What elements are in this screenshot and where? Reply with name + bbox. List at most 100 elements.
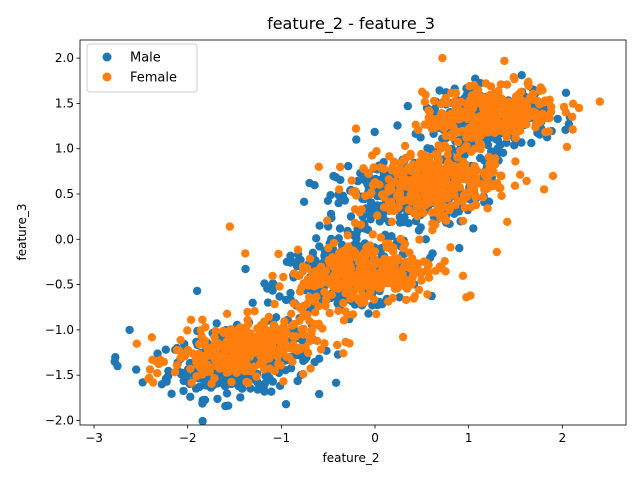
- legend-box: [86, 43, 198, 93]
- data-point: [323, 196, 333, 205]
- data-point: [427, 124, 436, 133]
- data-point: [219, 326, 228, 336]
- data-point: [200, 395, 210, 405]
- data-point: [297, 325, 306, 334]
- data-point: [286, 258, 295, 267]
- data-point: [490, 160, 500, 169]
- data-point: [479, 123, 488, 133]
- data-point: [316, 273, 325, 283]
- data-point: [213, 394, 222, 404]
- data-point: [404, 219, 413, 228]
- data-point: [259, 319, 269, 328]
- data-point: [281, 295, 291, 305]
- data-point: [239, 356, 248, 366]
- data-point: [235, 324, 244, 334]
- data-point: [476, 179, 486, 188]
- data-point: [453, 137, 463, 147]
- data-point: [315, 221, 324, 230]
- data-point: [315, 389, 324, 399]
- data-point: [376, 233, 385, 242]
- data-point: [464, 176, 473, 186]
- legend: Male Female: [86, 43, 198, 93]
- data-point: [423, 166, 432, 175]
- data-point: [253, 385, 262, 394]
- data-point: [297, 283, 306, 292]
- data-point: [314, 162, 323, 171]
- data-point: [303, 275, 312, 284]
- data-point: [197, 332, 206, 341]
- data-point: [510, 181, 520, 190]
- data-point: [517, 71, 526, 80]
- data-point: [360, 298, 369, 307]
- data-point: [478, 193, 488, 202]
- data-point: [334, 198, 343, 208]
- data-point: [313, 336, 322, 346]
- data-point: [310, 319, 319, 329]
- data-point: [496, 80, 505, 89]
- data-point: [125, 325, 134, 335]
- data-point: [474, 137, 484, 146]
- data-point: [351, 187, 360, 196]
- data-point: [153, 369, 162, 378]
- data-point: [370, 127, 379, 137]
- data-point: [547, 102, 556, 112]
- data-point: [334, 306, 343, 315]
- data-point: [384, 198, 394, 208]
- data-point: [275, 282, 284, 291]
- data-point: [496, 171, 505, 180]
- y-tick-label: 1.5: [55, 96, 74, 110]
- data-point: [222, 309, 232, 318]
- data-point: [275, 337, 285, 346]
- data-point: [494, 119, 503, 129]
- data-point: [164, 371, 173, 381]
- data-point: [312, 234, 321, 243]
- data-point: [350, 218, 360, 228]
- data-point: [398, 171, 407, 180]
- data-point: [268, 279, 277, 288]
- data-point: [192, 286, 202, 296]
- data-point: [260, 279, 269, 288]
- data-point: [215, 364, 224, 373]
- data-point: [312, 292, 321, 301]
- y-tick-label: 0.0: [55, 232, 74, 246]
- data-point: [243, 315, 252, 325]
- data-point: [406, 197, 416, 206]
- data-point: [483, 204, 492, 213]
- data-point: [449, 171, 458, 181]
- data-point: [424, 273, 434, 282]
- data-point: [132, 339, 141, 348]
- data-point: [326, 209, 336, 219]
- data-point: [364, 309, 373, 318]
- data-point: [568, 99, 578, 108]
- data-point: [315, 354, 324, 363]
- data-point: [253, 324, 262, 333]
- data-point: [516, 170, 525, 179]
- data-point: [500, 56, 509, 66]
- x-tick-label: 1: [465, 431, 473, 445]
- data-point: [316, 345, 326, 354]
- data-point: [344, 256, 354, 265]
- data-point: [460, 203, 469, 212]
- data-point: [367, 272, 376, 281]
- data-point: [561, 88, 571, 98]
- data-point: [250, 307, 259, 316]
- data-point: [431, 163, 441, 172]
- series-female: [132, 53, 604, 388]
- data-point: [481, 171, 490, 181]
- data-point: [327, 290, 336, 299]
- data-point: [395, 293, 404, 302]
- data-point: [395, 189, 405, 199]
- data-point: [451, 96, 460, 106]
- data-point: [458, 271, 468, 280]
- data-point: [395, 218, 405, 227]
- data-point: [336, 175, 345, 185]
- data-point: [330, 269, 340, 279]
- data-point: [485, 165, 494, 174]
- data-point: [351, 124, 361, 133]
- data-point: [282, 352, 291, 362]
- data-point: [511, 101, 521, 110]
- data-point: [289, 269, 299, 278]
- data-point: [176, 335, 185, 345]
- data-point: [428, 187, 437, 196]
- data-point: [384, 272, 393, 282]
